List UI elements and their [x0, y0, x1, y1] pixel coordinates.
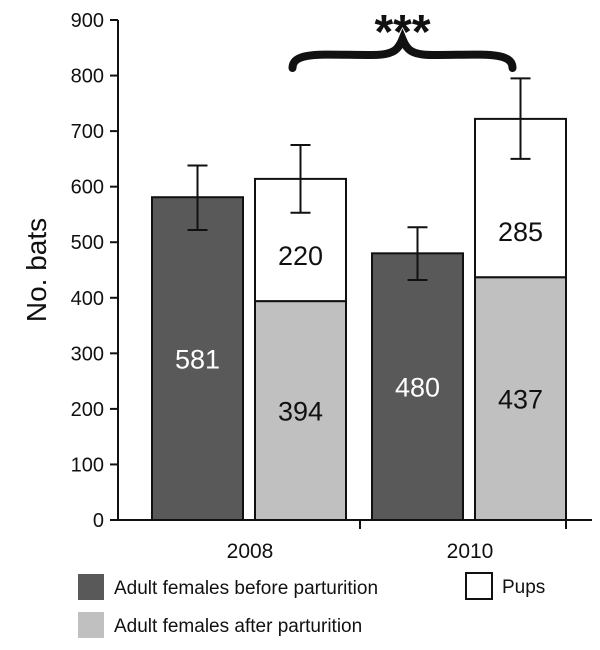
bar-segment-before	[371, 252, 464, 521]
x-category-label: 2010	[447, 540, 494, 563]
legend-label-after: Adult females after parturition	[114, 616, 362, 637]
bar-value-label: 480	[395, 373, 440, 403]
legend-swatch-pups	[465, 572, 493, 600]
bar-value-label: 220	[278, 241, 323, 271]
legend-swatch-before	[78, 574, 104, 600]
legend-label-pups: Pups	[502, 577, 545, 598]
y-tick-label: 100	[71, 454, 104, 476]
bar-segment-before	[151, 196, 244, 521]
y-tick-label: 0	[93, 510, 104, 532]
significance-brace	[288, 28, 517, 72]
y-tick-label: 900	[71, 10, 104, 32]
x-category-label: 2008	[227, 540, 274, 563]
legend: Adult females before parturition Adult fe…	[78, 572, 545, 638]
legend-label-before: Adult females before parturition	[114, 578, 378, 599]
significance-stars: ***	[374, 6, 430, 59]
y-tick-label: 500	[71, 232, 104, 254]
bars: 581 394 220 480 437 285	[151, 77, 567, 521]
y-axis-label: No. bats	[21, 218, 52, 322]
bar-value-label: 394	[278, 397, 323, 427]
bar-value-label: 437	[498, 385, 543, 415]
significance-annotation: ***	[288, 6, 517, 72]
y-tick-label: 300	[71, 343, 104, 365]
bar-segment-after	[474, 276, 567, 521]
axes: 0 100 200 300 400 500 600 700 800 900 No. bats 2008…	[21, 10, 592, 563]
y-tick-label: 200	[71, 399, 104, 421]
y-tick-label: 700	[71, 121, 104, 143]
y-tick-label: 600	[71, 177, 104, 199]
legend-swatch-after	[78, 612, 104, 638]
bar-value-label: 285	[498, 217, 543, 247]
y-tick-label: 800	[71, 66, 104, 88]
y-tick-label: 400	[71, 288, 104, 310]
bar-value-label: 581	[175, 345, 220, 375]
